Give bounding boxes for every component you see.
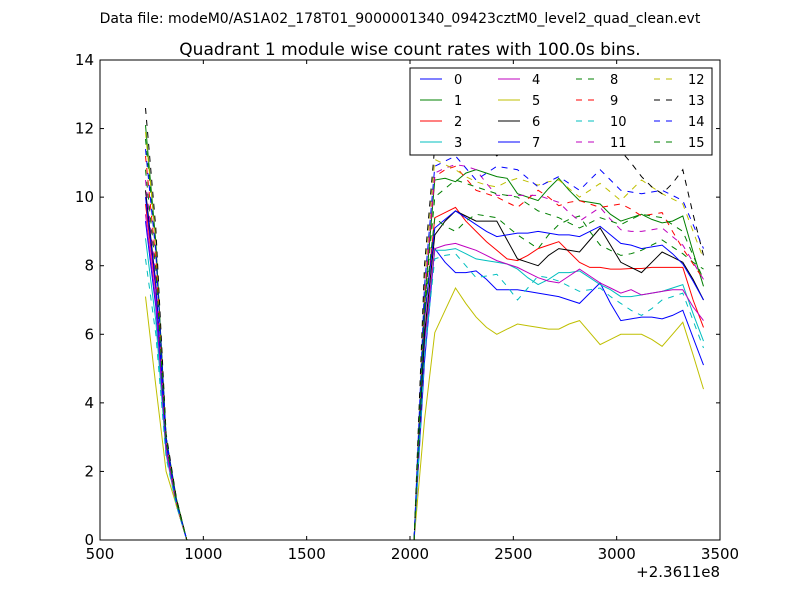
y-tick-label: 2: [84, 462, 94, 480]
legend-label-10: 10: [610, 115, 627, 130]
x-tick-label: 2000: [391, 545, 429, 563]
legend-label-0: 0: [454, 73, 462, 88]
series-line-13: [145, 107, 704, 541]
legend-label-9: 9: [610, 94, 618, 109]
y-tick-label: 0: [84, 531, 94, 549]
legend-label-5: 5: [532, 94, 540, 109]
x-tick-label: 1500: [288, 545, 326, 563]
x-tick-label: 1000: [184, 545, 222, 563]
legend-label-11: 11: [610, 136, 627, 151]
legend-label-1: 1: [454, 94, 462, 109]
legend-label-8: 8: [610, 73, 618, 88]
legend-label-14: 14: [688, 115, 705, 130]
plot-lines: [145, 107, 704, 541]
series-line-8: [145, 138, 704, 541]
y-tick-label: 12: [75, 120, 94, 138]
x-tick-label: 3500: [701, 545, 739, 563]
legend-label-6: 6: [532, 115, 540, 130]
legend-label-3: 3: [454, 136, 462, 151]
y-tick-label: 4: [84, 394, 94, 412]
y-tick-label: 8: [84, 257, 94, 275]
legend-label-13: 13: [688, 94, 705, 109]
y-tick-label: 10: [75, 188, 94, 206]
legend-label-2: 2: [454, 115, 462, 130]
x-tick-label: 2500: [494, 545, 532, 563]
legend-label-7: 7: [532, 136, 540, 151]
series-line-11: [145, 164, 704, 541]
legend-label-15: 15: [688, 136, 705, 151]
x-offset-label: +2.3611e8: [636, 563, 720, 581]
x-axis: 500 1000 1500 2000 2500 3000 3500: [86, 60, 739, 563]
x-tick-label: 3000: [598, 545, 636, 563]
legend-box: [409, 67, 713, 156]
y-tick-label: 14: [75, 51, 94, 69]
chart-title: Quadrant 1 module wise count rates with …: [179, 40, 640, 60]
x-tick-label: 500: [86, 545, 115, 563]
figure-suptitle: Data file: modeM0/AS1A02_178T01_90000013…: [100, 11, 701, 27]
legend-label-12: 12: [688, 73, 705, 88]
legend-label-4: 4: [532, 73, 540, 88]
y-tick-label: 6: [84, 325, 94, 343]
